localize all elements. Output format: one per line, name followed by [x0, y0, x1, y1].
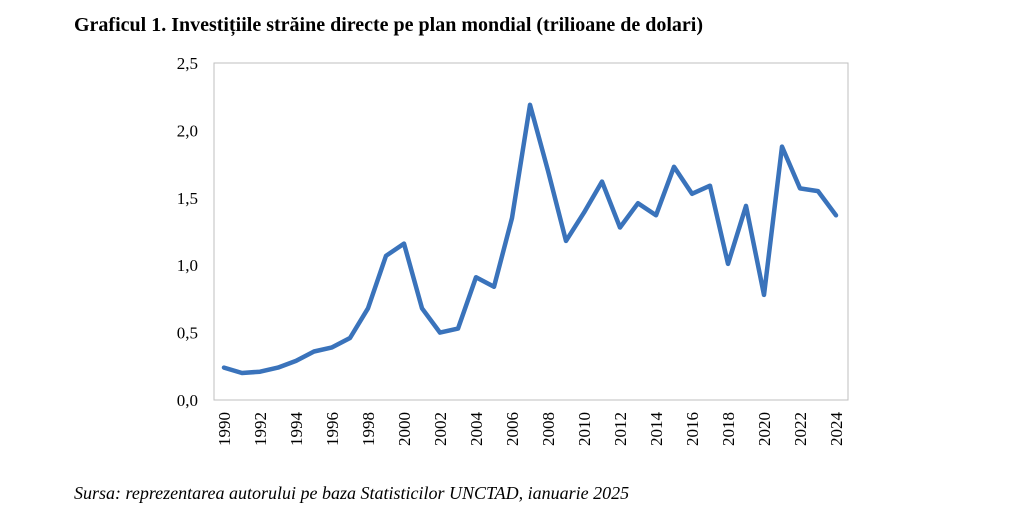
x-axis-ticks: 1990 1992 1994 1996 1998 2000 2002 2004 2006 2008…: [215, 412, 846, 447]
x-tick-label: 1994: [287, 412, 306, 447]
chart-title: Graficul 1. Investițiile străine directe…: [74, 14, 704, 36]
y-tick-label: 1,5: [177, 189, 198, 208]
x-tick-label: 2020: [755, 412, 774, 446]
source-note: Sursa: reprezentarea autorului pe baza S…: [74, 483, 630, 503]
x-tick-label: 2006: [503, 412, 522, 446]
x-tick-label: 2012: [611, 412, 630, 446]
y-tick-label: 1,0: [177, 256, 198, 275]
x-tick-label: 2004: [467, 412, 486, 447]
x-tick-label: 1992: [251, 412, 270, 446]
x-tick-label: 1996: [323, 412, 342, 446]
x-tick-label: 2016: [683, 412, 702, 446]
x-tick-label: 2018: [719, 412, 738, 446]
x-tick-label: 2010: [575, 412, 594, 446]
x-tick-label: 2024: [827, 412, 846, 447]
y-axis-ticks: 0,0 0,5 1,0 1,5 2,0 2,5: [177, 54, 198, 410]
x-tick-label: 1990: [215, 412, 234, 446]
chart-axes: [213, 62, 849, 401]
y-tick-label: 2,0: [177, 121, 198, 140]
series-line: [221, 102, 839, 376]
y-tick-label: 0,0: [177, 391, 198, 410]
series-group: [221, 102, 839, 376]
y-tick-label: 0,5: [177, 324, 198, 343]
x-tick-label: 2008: [539, 412, 558, 446]
x-tick-label: 2014: [647, 412, 666, 447]
x-tick-label: 2002: [431, 412, 450, 446]
y-tick-label: 2,5: [177, 54, 198, 73]
x-tick-label: 2000: [395, 412, 414, 446]
x-tick-label: 2022: [791, 412, 810, 446]
x-tick-label: 1998: [359, 412, 378, 446]
